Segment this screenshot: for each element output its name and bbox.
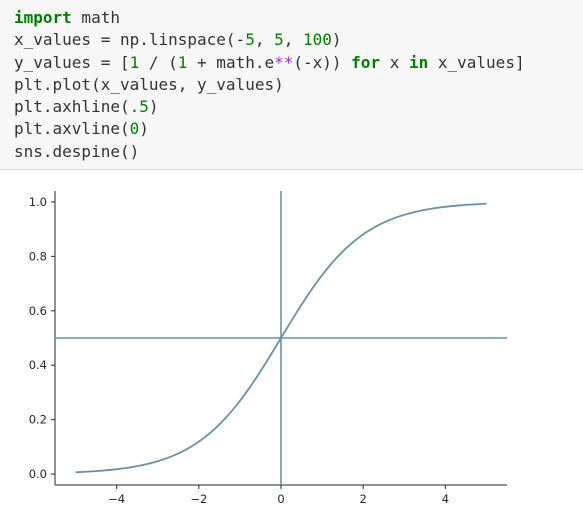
code-number: 1 [177, 52, 188, 72]
y-tick-label: 0.6 [29, 304, 47, 318]
code-line: sns.despine() [14, 141, 525, 163]
code-token: / ( [139, 52, 178, 72]
output-area: 0.0 0.2 0.4 0.6 0.8 1.0 −4 −2 0 2 4 [0, 170, 583, 523]
code-keyword: for [351, 52, 381, 72]
code-line: plt.plot(x_values, y_values) [14, 74, 525, 96]
y-tick-label: 0.8 [29, 249, 47, 263]
code-keyword: import [14, 8, 72, 27]
code-token: x_values] [428, 52, 525, 72]
code-token: math [71, 8, 120, 27]
code-cell[interactable]: import math x_values = np.linspace(-5, 5,… [0, 0, 583, 170]
y-tick-label: 1.0 [29, 195, 47, 209]
y-tick-label: 0.4 [29, 358, 47, 372]
code-keyword: in [408, 52, 429, 72]
code-token: x [380, 52, 409, 72]
code-token: plt.axvline( [14, 119, 130, 139]
code-line: plt.axvline(0) [14, 118, 525, 140]
code-token: ) [148, 97, 159, 117]
code-token: + math.e [187, 52, 275, 72]
code-number: 5 [245, 30, 255, 50]
code-number: 0 [129, 119, 140, 139]
code-token: plt.plot(x_values, y_values) [14, 74, 284, 94]
code-token: ) [139, 119, 149, 139]
x-tick-label: −2 [190, 492, 207, 506]
code-number: 5 [274, 30, 284, 50]
code-number: 100 [303, 30, 332, 50]
x-tick-label: 2 [360, 492, 367, 506]
code-token: plt.axhline( [14, 97, 130, 117]
code-number: 1 [129, 52, 140, 72]
x-tick-label: 4 [442, 492, 449, 506]
code-line: plt.axhline(.5) [14, 96, 525, 118]
code-editor[interactable]: import math x_values = np.linspace(-5, 5,… [14, 7, 525, 163]
x-tick-label: −4 [108, 492, 125, 506]
code-line: import math [14, 7, 525, 29]
code-operator: ** [274, 52, 294, 72]
x-tick-label: 0 [277, 492, 284, 506]
code-token: (-x)) [293, 52, 352, 72]
code-token: y_values = [ [14, 52, 130, 72]
code-number: .5 [129, 97, 149, 117]
code-token: x_values = np.linspace(- [14, 30, 246, 50]
code-token: ) [331, 30, 342, 50]
code-token: , [254, 30, 275, 50]
code-line: y_values = [1 / (1 + math.e**(-x)) for x… [14, 52, 525, 74]
y-tick-label: 0.2 [29, 413, 47, 427]
sigmoid-line-chart: 0.0 0.2 0.4 0.6 0.8 1.0 −4 −2 0 2 4 [29, 191, 507, 506]
code-token: sns.despine() [14, 141, 140, 161]
code-token: , [283, 30, 303, 50]
sigmoid-series-line [75, 202, 487, 474]
code-line: x_values = np.linspace(-5, 5, 100) [14, 29, 525, 51]
y-tick-label: 0.0 [29, 467, 47, 481]
